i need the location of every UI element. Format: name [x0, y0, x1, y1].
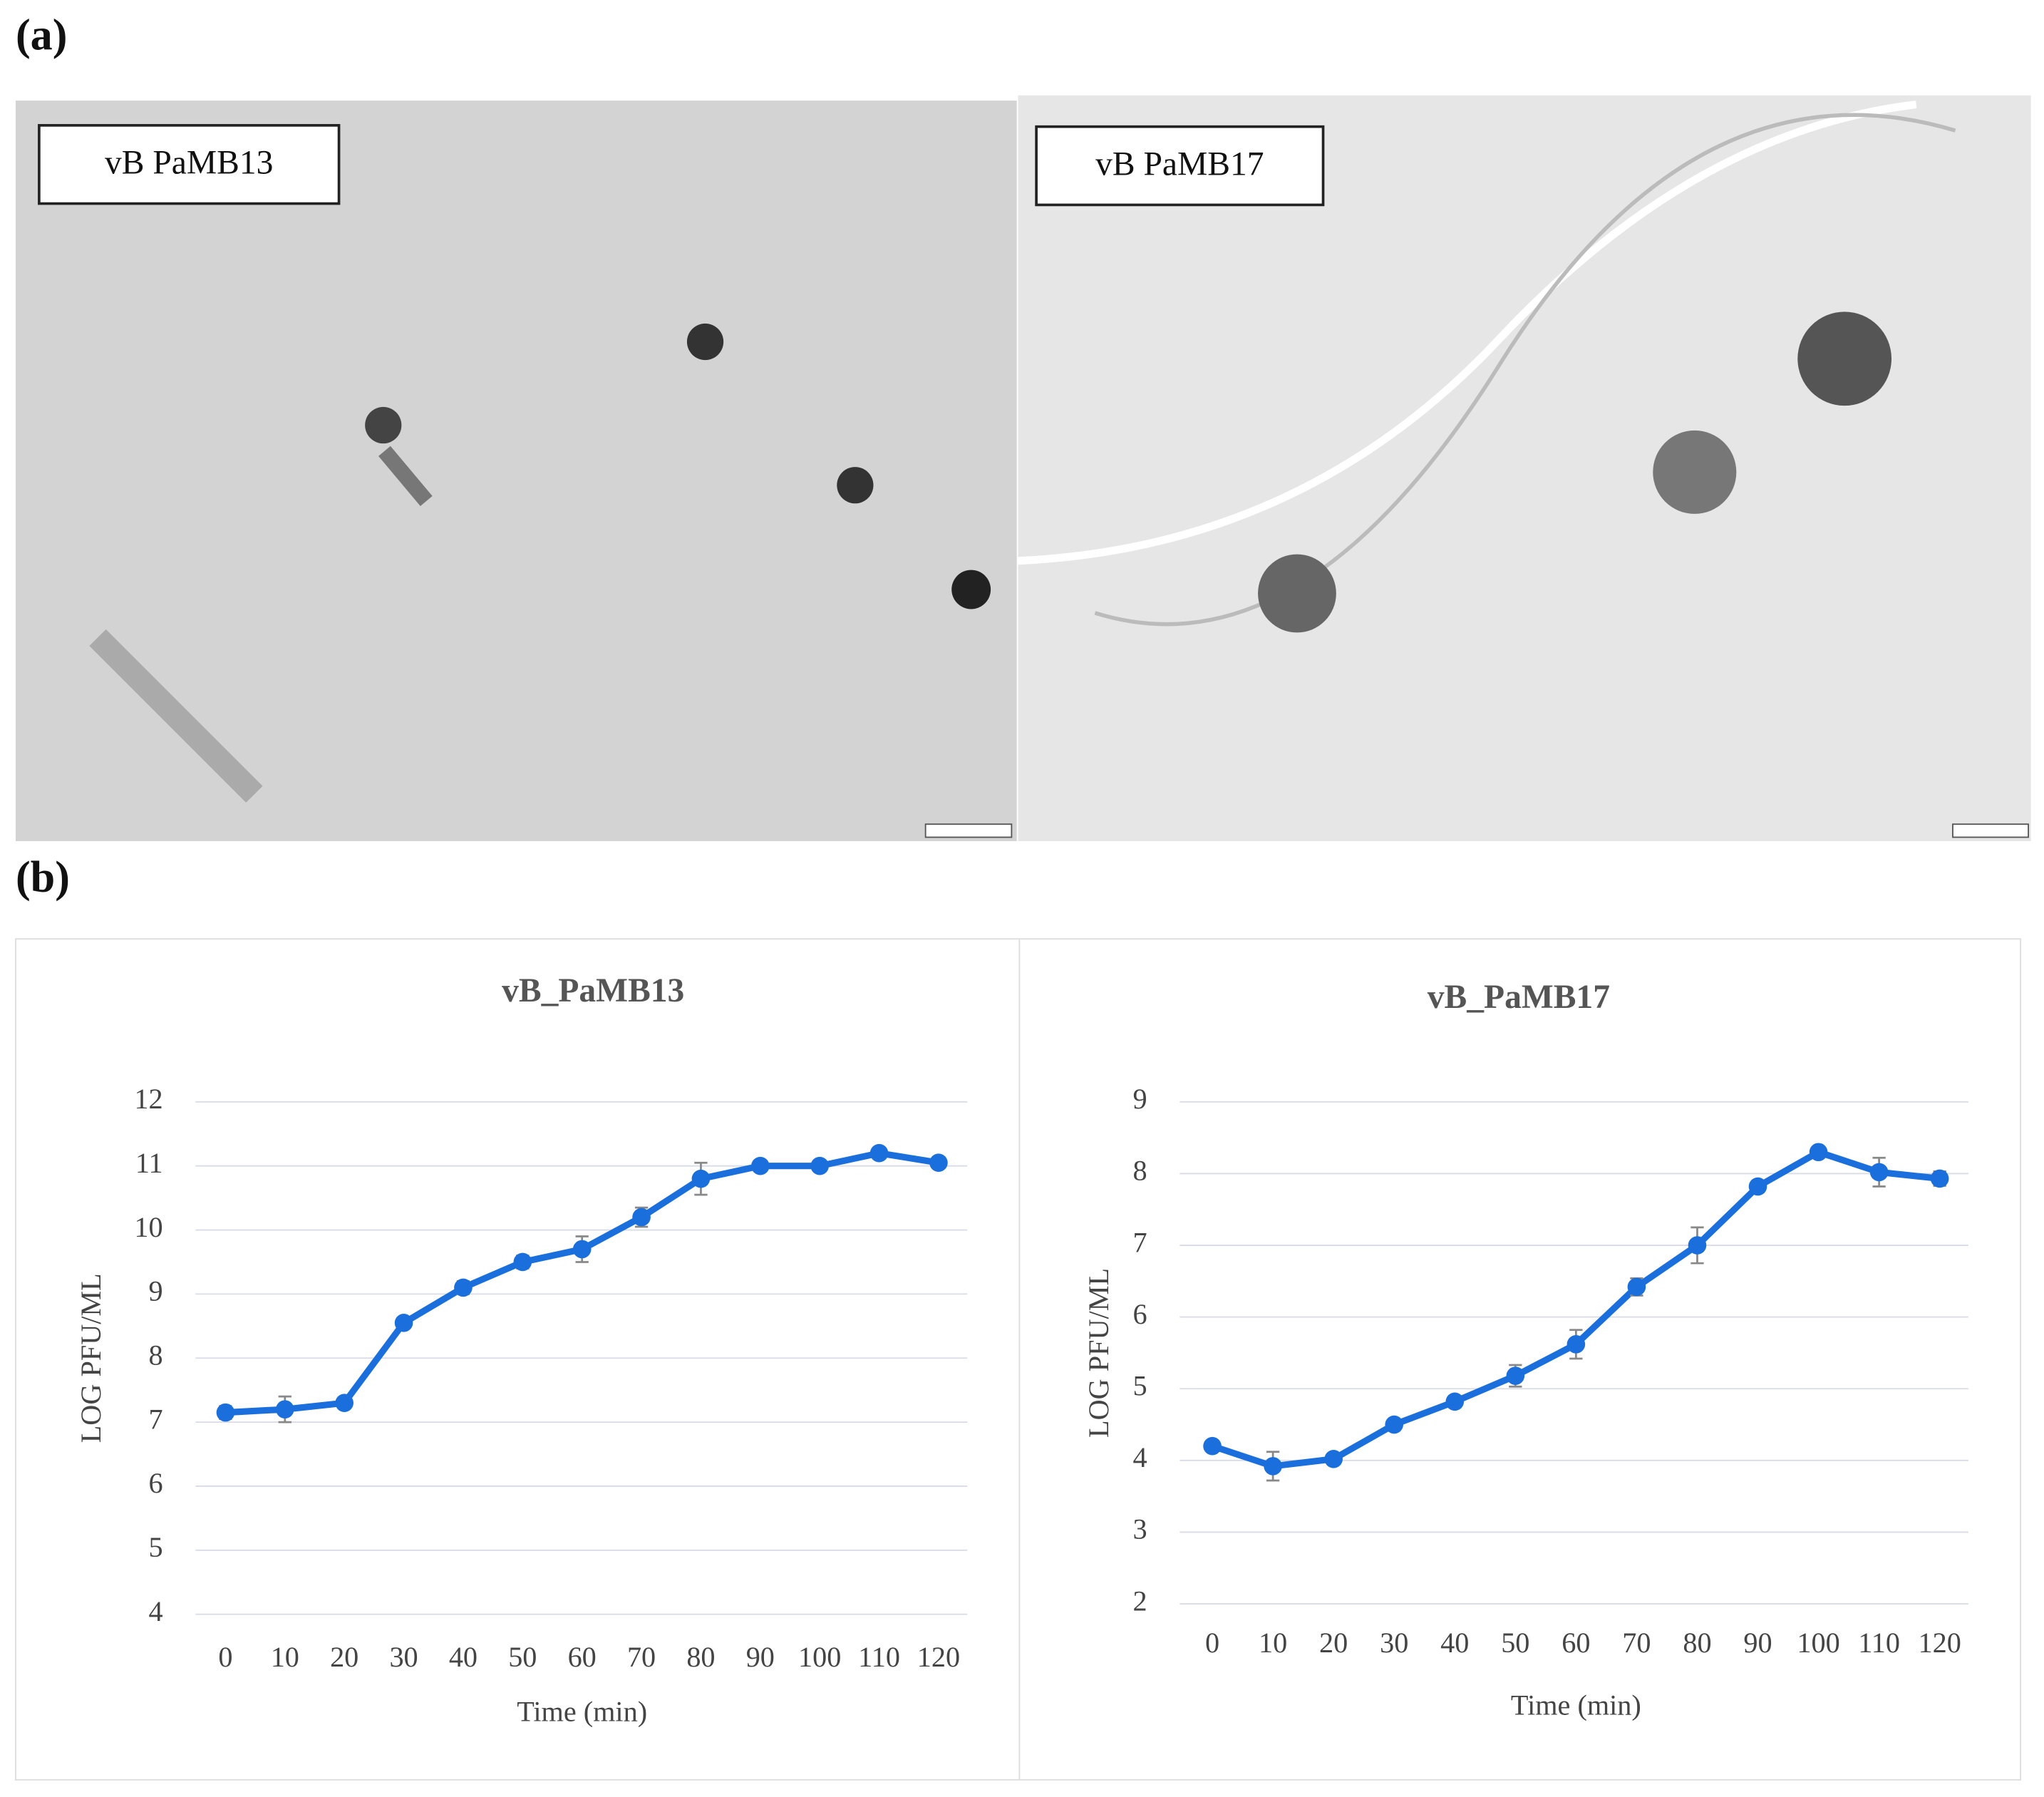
marker	[869, 1143, 889, 1163]
marker	[394, 1314, 413, 1332]
micrograph-left	[15, 101, 1017, 842]
marker	[1506, 1366, 1525, 1385]
x-tick-label: 40	[449, 1641, 478, 1673]
marker	[1445, 1392, 1465, 1411]
x-tick-label: 90	[746, 1641, 775, 1673]
micrograph-right	[1018, 95, 2031, 842]
panel-label: (a)	[16, 11, 68, 59]
marker	[1627, 1277, 1646, 1297]
marker	[810, 1156, 829, 1175]
marker	[691, 1169, 711, 1188]
x-tick-label: 120	[917, 1641, 960, 1673]
y-tick-label: 8	[149, 1339, 163, 1371]
marker	[513, 1252, 532, 1272]
y-tick-label: 10	[134, 1211, 162, 1243]
marker	[335, 1394, 353, 1412]
x-axis-label: Time (min)	[517, 1696, 647, 1728]
x-tick-label: 120	[1919, 1627, 1961, 1659]
marker	[454, 1278, 473, 1297]
x-tick-label: 0	[218, 1641, 232, 1673]
y-tick-label: 8	[1132, 1155, 1147, 1187]
marker	[632, 1208, 651, 1227]
x-tick-label: 30	[1380, 1627, 1408, 1659]
marker	[276, 1400, 294, 1418]
y-tick-label: 2	[1132, 1585, 1147, 1617]
marker	[1203, 1436, 1222, 1456]
x-tick-label: 80	[686, 1641, 715, 1673]
micrograph-label: vB PaMB13	[105, 144, 273, 181]
x-tick-label: 60	[568, 1641, 597, 1673]
marker	[929, 1153, 948, 1173]
marker	[1324, 1450, 1343, 1468]
x-tick-label: 100	[798, 1641, 841, 1673]
x-tick-label: 0	[1205, 1627, 1219, 1659]
x-tick-label: 20	[1319, 1627, 1348, 1659]
y-tick-label: 12	[134, 1083, 162, 1115]
chart-frame	[15, 938, 2021, 1781]
marker	[1809, 1143, 1828, 1162]
marker	[1869, 1163, 1889, 1182]
x-tick-label: 60	[1562, 1627, 1590, 1659]
x-tick-label: 110	[858, 1641, 900, 1673]
panel-label: (b)	[16, 853, 70, 902]
marker	[572, 1240, 592, 1259]
marker	[751, 1156, 770, 1175]
y-tick-label: 3	[1132, 1513, 1147, 1545]
micrograph-label: vB PaMB17	[1095, 145, 1264, 182]
y-tick-label: 4	[149, 1595, 163, 1627]
y-tick-label: 9	[149, 1275, 163, 1307]
chart-title: vB_PaMB13	[502, 972, 684, 1009]
y-tick-label: 5	[1132, 1369, 1147, 1401]
x-tick-label: 30	[389, 1641, 418, 1673]
y-tick-label: 6	[1132, 1298, 1147, 1330]
x-tick-label: 20	[330, 1641, 358, 1673]
marker	[1566, 1335, 1586, 1354]
x-tick-label: 70	[627, 1641, 656, 1673]
x-tick-label: 50	[1501, 1627, 1529, 1659]
y-tick-label: 5	[149, 1531, 163, 1563]
x-tick-label: 80	[1683, 1627, 1711, 1659]
marker	[1748, 1177, 1767, 1196]
marker	[1688, 1236, 1707, 1255]
x-tick-label: 100	[1797, 1627, 1839, 1659]
y-axis-label: LOG PFU/ML	[75, 1273, 107, 1443]
y-axis-label: LOG PFU/ML	[1083, 1268, 1115, 1438]
chart-title: vB_PaMB17	[1428, 979, 1610, 1016]
x-tick-label: 50	[508, 1641, 537, 1673]
x-tick-label: 10	[271, 1641, 299, 1673]
y-tick-label: 11	[135, 1147, 163, 1179]
x-tick-label: 90	[1743, 1627, 1772, 1659]
marker	[216, 1403, 235, 1422]
x-tick-label: 110	[1858, 1627, 1900, 1659]
x-tick-label: 40	[1440, 1627, 1469, 1659]
y-tick-label: 7	[149, 1403, 163, 1435]
x-tick-label: 70	[1622, 1627, 1651, 1659]
marker	[1930, 1169, 1949, 1188]
x-tick-label: 10	[1259, 1627, 1287, 1659]
x-axis-label: Time (min)	[1511, 1689, 1641, 1721]
y-tick-label: 9	[1132, 1083, 1147, 1115]
y-tick-label: 7	[1132, 1226, 1147, 1258]
y-tick-label: 4	[1132, 1441, 1147, 1473]
marker	[1264, 1457, 1282, 1476]
y-tick-label: 6	[149, 1467, 163, 1499]
marker	[1385, 1415, 1404, 1434]
